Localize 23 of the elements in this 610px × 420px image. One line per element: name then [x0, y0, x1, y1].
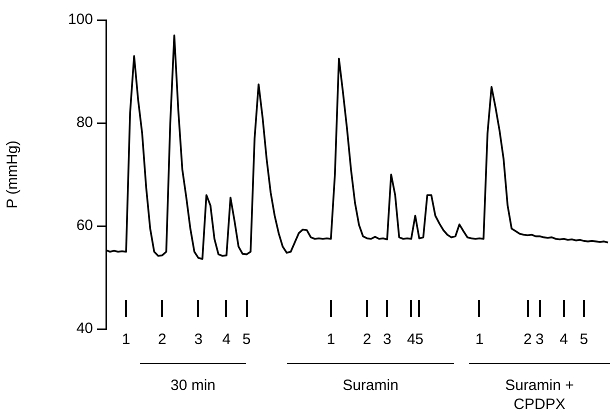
x-tick-label: 1 — [475, 331, 484, 348]
text: Suramin + CPDPX — [504, 376, 575, 414]
text: 30 min — [169, 376, 217, 395]
text: Suramin — [342, 376, 400, 395]
x-tick-label: 4 — [222, 331, 231, 348]
x-tick-label: 5 — [580, 331, 588, 348]
y-tick-label: 40 — [76, 320, 93, 338]
x-tick-label: 4 — [407, 331, 416, 348]
x-tick-label: 4 — [560, 331, 568, 348]
x-tick-label: 2 — [524, 331, 532, 348]
y-axis-title: P (mmHg) — [4, 140, 22, 209]
x-tick-label: 2 — [362, 331, 372, 348]
x-tick-label: 1 — [122, 331, 130, 348]
y-tick-label: 60 — [76, 217, 93, 234]
x-tick-label: 5 — [242, 331, 251, 348]
x-tick-label: 3 — [194, 331, 203, 348]
y-tick-label: 100 — [68, 11, 93, 28]
x-tick-label: 3 — [536, 331, 544, 348]
x-tick-label: 1 — [326, 331, 336, 348]
x-tick-label: 2 — [158, 331, 166, 348]
y-tick-label: 80 — [76, 114, 93, 132]
x-tick-label: 5 — [415, 331, 424, 348]
x-tick-label: 3 — [382, 331, 392, 348]
